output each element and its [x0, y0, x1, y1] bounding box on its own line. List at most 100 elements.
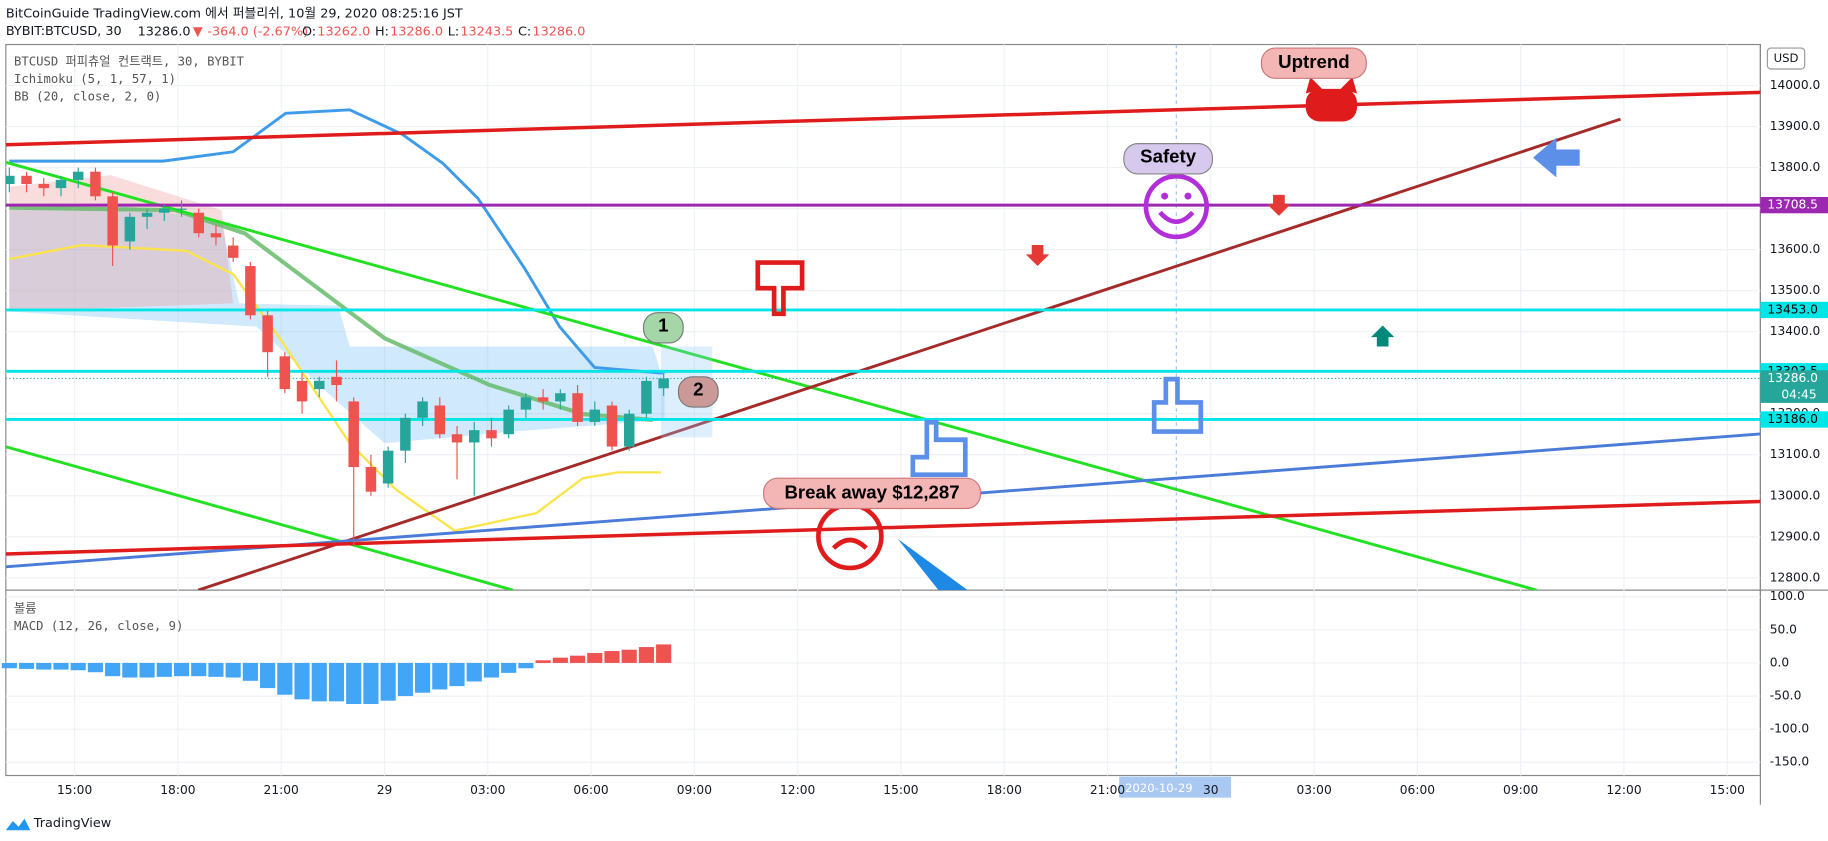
cat-icon [1305, 88, 1358, 122]
callout [763, 477, 982, 510]
macd-bar [397, 662, 413, 697]
countdown: 04:45 [1781, 387, 1816, 401]
level-label: 13186.0 [1767, 412, 1818, 426]
legend: BTCUSD 퍼피츄얼 컨트랙트, 30, BYBIT [14, 55, 245, 69]
macd-bar [656, 644, 672, 663]
y-tick-label: 13100.0 [1770, 447, 1821, 461]
x-tick-label: 21:00 [1090, 783, 1125, 797]
legend: MACD (12, 26, close, 9) [14, 619, 183, 633]
candle-body [331, 376, 342, 386]
macd-bar [1, 662, 17, 669]
y-tick-label: 13400.0 [1770, 324, 1821, 338]
macd-bar [277, 662, 293, 695]
x-tick-label: 06:00 [1400, 783, 1435, 797]
macd-bar [173, 662, 190, 677]
level-label: 13453.0 [1767, 302, 1818, 316]
ohlc-part: H: [375, 24, 389, 39]
macd-bar [294, 662, 310, 700]
symbol: BYBIT:BTCUSD, 30 [6, 24, 122, 39]
y-tick-label: 13600.0 [1770, 242, 1821, 256]
x-tick-label: 09:00 [1503, 783, 1538, 797]
arrow-shape [897, 538, 968, 591]
macd-bar [36, 662, 52, 670]
x-tick-label: 30 [1203, 783, 1219, 797]
candle-body [55, 179, 67, 189]
candle-body [400, 417, 411, 451]
x-tick-label: 03:00 [1296, 783, 1331, 797]
last-tag [1760, 370, 1828, 403]
macd-bar [105, 662, 121, 677]
macd-bar [380, 662, 396, 701]
arrow: ▼ [193, 24, 203, 39]
candle-body [417, 401, 428, 418]
macd-bar [363, 662, 379, 704]
macd-tick-label: 50.0 [1770, 622, 1797, 636]
bb-lower [9, 243, 662, 532]
arrow-icon [1371, 325, 1395, 347]
macd-bar [449, 662, 465, 687]
cloud [9, 204, 665, 444]
macd-tick-label: -50.0 [1770, 689, 1802, 703]
candle-body [314, 380, 325, 390]
x-tick-label: 03:00 [470, 783, 505, 797]
chart-frame [5, 43, 1761, 777]
macd-bar [483, 662, 500, 678]
candle-body [296, 380, 308, 402]
arrow-icon [1025, 245, 1050, 267]
y-tick-label: 14000.0 [1770, 78, 1821, 92]
ohlc-part: 13286.0 [532, 24, 585, 39]
logo [5, 818, 31, 831]
x-tick-label: 21:00 [264, 783, 299, 797]
macd-bar [87, 662, 103, 673]
macd-bar [70, 662, 86, 671]
bb-upper [9, 108, 665, 375]
level-tag [1760, 301, 1828, 319]
level-tag [1760, 196, 1828, 214]
header-values: 13286.0 ▼ -364.0 (-2.67%) [138, 24, 309, 39]
macd-bar [53, 662, 69, 670]
callouts: Uptrend Safety 1 2 Break away $12,287 [642, 47, 1367, 510]
arrow-icon [1267, 194, 1291, 216]
x-tick-label: 12:00 [780, 783, 815, 797]
candle-body [262, 315, 273, 353]
candle-body [193, 212, 204, 234]
x-tick-label: 09:00 [677, 783, 712, 797]
legend: BB (20, close, 2, 0) [14, 89, 161, 103]
arrow-icon [1533, 137, 1580, 178]
callout [1260, 47, 1367, 79]
ohlc-part: O: [302, 24, 316, 39]
callout [1123, 143, 1214, 175]
callout [642, 312, 684, 344]
annotation: 2 [693, 379, 703, 400]
hand-icon [1151, 376, 1204, 434]
change: -364.0 (-2.67%) [207, 24, 308, 39]
header-title: BitCoinGuide TradingView.com 에서 퍼블리쉬, 10… [6, 7, 463, 22]
macd-bar [518, 662, 534, 669]
candle-body [606, 405, 618, 447]
legend: 볼륨 [14, 601, 37, 615]
date-label-box [1119, 776, 1232, 798]
candle-body [572, 393, 583, 422]
level-tag [1760, 411, 1828, 428]
candle-body [503, 409, 514, 435]
callout [677, 376, 719, 408]
date-label: 2020-10-29 [1125, 781, 1193, 795]
candle-body [245, 266, 256, 316]
x-tick-label: 06:00 [573, 783, 608, 797]
candle-body [468, 430, 480, 443]
candle-body [38, 184, 50, 189]
x-tick-label: 29 [377, 783, 393, 797]
macd-bar [415, 662, 431, 693]
macd-bar [346, 662, 362, 704]
y-tick-label: 13900.0 [1770, 119, 1821, 133]
x-tick-label: 15:00 [57, 783, 92, 797]
level-label: 13708.5 [1767, 198, 1818, 212]
macd-bar [18, 662, 35, 669]
x-tick-label: 12:00 [1606, 783, 1641, 797]
candle-body [555, 393, 566, 402]
footer: TradingView [33, 816, 111, 831]
macd-bar [242, 662, 258, 681]
candle-body [210, 233, 222, 238]
candle-body [623, 413, 635, 447]
candle-body [658, 378, 669, 389]
